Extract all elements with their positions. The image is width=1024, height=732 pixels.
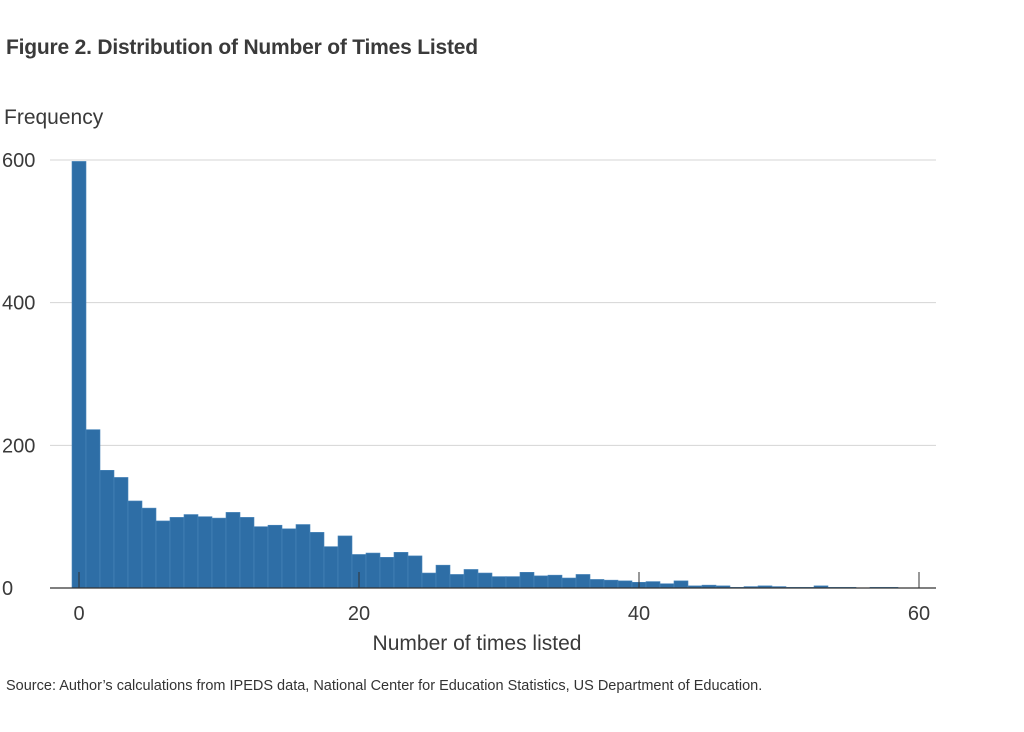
bar-9 xyxy=(197,516,213,589)
x-tick-label-40: 40 xyxy=(628,603,650,625)
bar-31 xyxy=(505,576,521,589)
bar-22 xyxy=(379,557,395,589)
bar-34 xyxy=(547,574,563,589)
bar-37 xyxy=(589,579,605,589)
bar-38 xyxy=(603,579,619,589)
bars xyxy=(71,161,899,589)
bar-7 xyxy=(169,517,185,589)
bar-39 xyxy=(617,580,633,589)
bar-13 xyxy=(253,526,269,589)
y-tick-label-600: 600 xyxy=(2,150,35,172)
bar-15 xyxy=(281,528,297,589)
bar-8 xyxy=(183,514,199,589)
chart-title: Figure 2. Distribution of Number of Time… xyxy=(6,36,478,59)
x-ticks: 0 20 40 60 xyxy=(73,572,930,625)
gridlines xyxy=(50,159,936,446)
bar-41 xyxy=(645,581,661,589)
bar-12 xyxy=(239,517,255,589)
bar-42 xyxy=(659,583,675,589)
y-axis-label: Frequency xyxy=(4,106,104,129)
bar-24 xyxy=(407,555,423,589)
bar-10 xyxy=(211,517,227,589)
x-tick-label-20: 20 xyxy=(348,603,370,625)
bar-19 xyxy=(337,535,353,589)
bar-2 xyxy=(99,469,115,589)
bar-17 xyxy=(309,532,325,589)
bar-5 xyxy=(141,507,157,589)
bar-0 xyxy=(71,161,87,589)
bar-4 xyxy=(127,500,143,589)
x-axis-label: Number of times listed xyxy=(373,632,582,655)
bar-23 xyxy=(393,552,409,589)
bar-27 xyxy=(449,574,465,589)
bar-32 xyxy=(519,572,535,589)
x-tick-label-60: 60 xyxy=(908,603,930,625)
bar-36 xyxy=(575,574,591,589)
y-tick-label-0: 0 xyxy=(2,578,13,600)
y-tick-label-200: 200 xyxy=(2,435,35,457)
y-tick-label-400: 400 xyxy=(2,293,35,315)
source-note: Source: Author’s calculations from IPEDS… xyxy=(6,678,763,694)
bar-33 xyxy=(533,575,549,589)
y-ticks: 0 200 400 600 xyxy=(2,150,35,600)
bar-28 xyxy=(463,569,479,589)
bar-3 xyxy=(113,477,129,589)
bar-30 xyxy=(491,576,507,589)
x-tick-label-0: 0 xyxy=(73,603,84,625)
bar-14 xyxy=(267,524,283,589)
bar-35 xyxy=(561,577,577,589)
bar-21 xyxy=(365,552,381,589)
bar-29 xyxy=(477,572,493,589)
bar-43 xyxy=(673,580,689,589)
bar-6 xyxy=(155,520,171,589)
bar-11 xyxy=(225,512,241,589)
bar-25 xyxy=(421,572,437,589)
bar-16 xyxy=(295,524,311,589)
bar-18 xyxy=(323,546,339,589)
bar-1 xyxy=(85,429,101,589)
bar-26 xyxy=(435,564,451,589)
